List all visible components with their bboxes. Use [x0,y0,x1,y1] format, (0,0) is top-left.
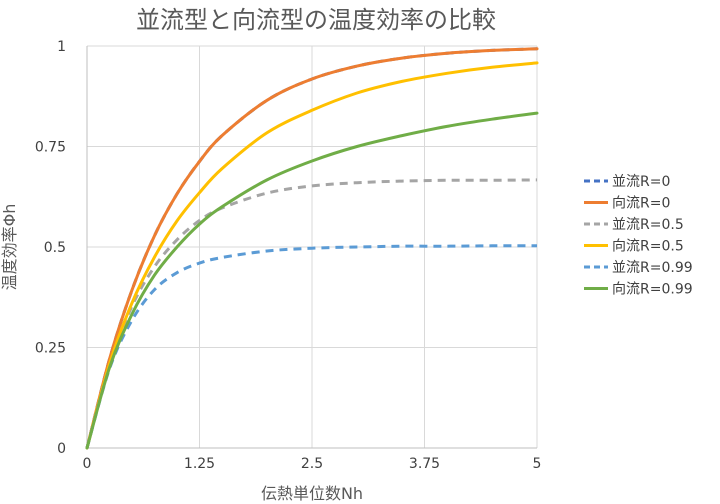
legend-label: 向流R=0 [612,196,670,212]
chart-title: 並流型と向流型の温度効率の比較 [136,6,496,34]
axes [86,46,537,449]
x-tick-label: 0 [83,456,92,472]
tick-labels: 0 0.25 0.5 0.75 1 0 1.25 2.5 3.75 5 [35,39,542,472]
legend-label: 並流R=0.99 [612,260,693,276]
x-tick-label: 3.75 [409,456,440,472]
series-group [85,47,539,450]
y-tick-label: 0 [57,441,66,457]
x-tick-label: 1.25 [184,456,215,472]
series-line [85,111,539,450]
x-tick-label: 2.5 [301,456,323,472]
y-axis-label: 温度効率Φh [0,204,19,291]
legend-label: 向流R=0.5 [612,239,684,255]
legend-label: 向流R=0.99 [612,282,693,298]
series-line [85,47,539,450]
y-tick-label: 0.5 [44,240,66,256]
x-axis-label: 伝熱単位数Nh [261,484,363,503]
legend-label: 並流R=0.5 [612,217,684,233]
x-tick-label: 5 [533,456,542,472]
y-tick-label: 0.75 [35,140,66,156]
series-line [85,244,538,449]
legend: 並流R=0 向流R=0 並流R=0.5 向流R=0.5 並流R=0.99 向流R=0.99 [584,174,693,298]
series-line [85,178,538,449]
y-tick-label: 1 [57,39,66,55]
series-line [85,61,539,450]
legend-label: 並流R=0 [612,174,670,190]
y-tick-label: 0.25 [35,341,66,357]
